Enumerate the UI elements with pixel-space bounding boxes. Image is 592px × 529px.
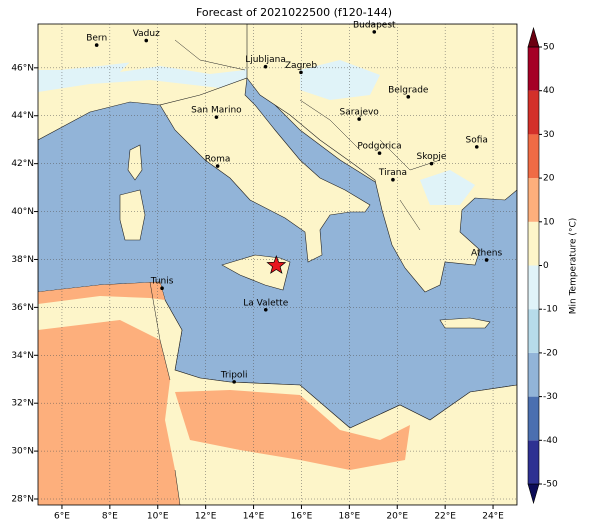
city-dot <box>429 161 434 166</box>
x-tick-label: 6°E <box>54 512 70 522</box>
location-marker <box>266 255 287 274</box>
y-tick-label: 32°N <box>11 399 34 409</box>
border <box>149 39 441 505</box>
colorbar-tick-label: 0 <box>543 261 549 271</box>
city-dot <box>94 43 99 47</box>
cold-region <box>420 170 475 205</box>
warm-region <box>175 390 410 470</box>
city-label: Skopje <box>417 152 447 162</box>
colorbar-bin <box>528 178 539 222</box>
city-dot <box>377 151 382 155</box>
city-dot <box>357 117 361 121</box>
x-tick-label: 22°E <box>434 512 456 522</box>
x-tick-label: 24°E <box>482 512 504 522</box>
colorbar-tick-label: -30 <box>543 392 558 402</box>
x-tick-label: 18°E <box>339 512 361 522</box>
warm-region <box>38 282 165 304</box>
city-dot <box>232 380 236 384</box>
colorbar-label: Min Temperature (°C) <box>569 218 579 315</box>
city-dot <box>160 286 164 291</box>
colorbar-bin <box>528 265 539 310</box>
city-label: La Valette <box>243 298 288 308</box>
colorbar-tick-label: 20 <box>543 174 555 184</box>
y-tick-label: 30°N <box>11 447 34 457</box>
warm-region <box>38 320 180 505</box>
city-label: Roma <box>205 155 231 165</box>
city-label: Sarajevo <box>340 108 380 118</box>
city-dot <box>263 307 268 312</box>
colorbar-tick-label: 30 <box>543 130 555 140</box>
colorbar-tick-label: 50 <box>543 43 555 53</box>
colorbar-bin <box>528 90 539 135</box>
colorbar-bin <box>528 134 539 179</box>
city-label: Athens <box>471 248 502 258</box>
city-label: Sofia <box>466 135 488 145</box>
colorbar-tick-label: -40 <box>543 436 558 446</box>
map-title: Forecast of 2021022500 (f120-144) <box>196 6 392 19</box>
cold-region <box>300 60 380 100</box>
city-label: Budapest <box>353 20 396 30</box>
y-tick-label: 28°N <box>11 495 34 505</box>
city-label: Podgorica <box>357 142 401 152</box>
city-label: Ljubljana <box>245 55 286 65</box>
city-dot <box>484 258 489 262</box>
map-frame <box>37 23 518 506</box>
city-label: Tripoli <box>220 370 248 380</box>
city-label: Tunis <box>150 277 174 287</box>
colorbar-tick-label: -50 <box>543 480 558 490</box>
y-tick-label: 46°N <box>11 63 34 73</box>
city-dot <box>474 145 479 149</box>
city-label: Vaduz <box>133 29 160 39</box>
colorbar-tick-label: -10 <box>543 305 558 315</box>
city-dot <box>299 70 303 75</box>
city-dot <box>391 177 395 182</box>
crete <box>439 317 491 329</box>
y-tick-label: 38°N <box>11 255 34 265</box>
colorbar-bin <box>528 396 539 441</box>
colorbar-tick-label: 10 <box>543 217 555 227</box>
colorbar-extend-low <box>527 483 540 505</box>
colorbar-extend-high <box>527 26 540 48</box>
city-dot <box>406 95 411 99</box>
y-tick-label: 34°N <box>11 351 34 361</box>
colorbar-bin <box>528 47 539 91</box>
x-tick-label: 8°E <box>102 512 118 522</box>
x-tick-label: 10°E <box>147 512 169 522</box>
colorbar-bin <box>528 440 539 484</box>
x-tick-label: 14°E <box>243 512 265 522</box>
city-label: Zagreb <box>285 61 317 71</box>
city-dot <box>372 30 377 34</box>
x-tick-label: 12°E <box>195 512 217 522</box>
colorbar-bin <box>528 309 539 353</box>
city-dot <box>144 38 149 43</box>
y-tick-label: 42°N <box>11 159 34 169</box>
y-tick-label: 40°N <box>11 207 34 217</box>
city-dot <box>215 164 220 168</box>
city-dot <box>263 64 268 69</box>
land <box>120 56 245 74</box>
city-dot <box>214 115 219 119</box>
colorbar-bin <box>528 221 539 266</box>
italy <box>159 77 371 263</box>
y-tick-label: 36°N <box>11 303 34 313</box>
corsica <box>127 144 143 181</box>
city-label: Belgrade <box>388 85 429 95</box>
city-label: Tirana <box>378 168 407 178</box>
y-tick-label: 44°N <box>11 111 34 121</box>
sardinia <box>119 189 146 241</box>
city-label: Bern <box>86 34 107 44</box>
colorbar-tick-label: 40 <box>543 86 555 96</box>
x-tick-label: 20°E <box>386 512 408 522</box>
colorbar-tick-label: -20 <box>543 348 558 358</box>
city-label: San Marino <box>191 106 242 116</box>
colorbar-bin <box>528 352 539 397</box>
x-tick-label: 16°E <box>291 512 313 522</box>
